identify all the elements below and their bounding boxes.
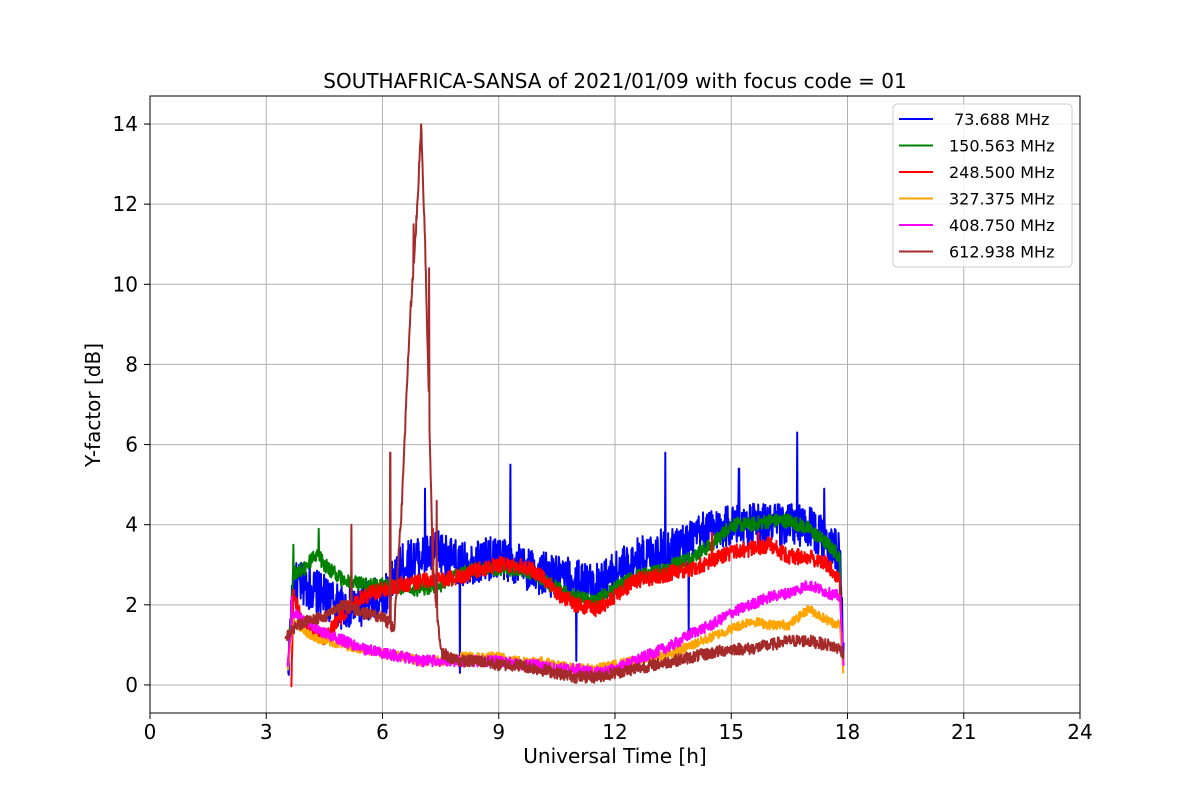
series-lines [284, 123, 845, 688]
legend-box [892, 103, 1073, 268]
y-tick-label: 0 [125, 673, 138, 697]
x-tick-label: 0 [144, 720, 157, 744]
y-tick-label: 14 [113, 112, 138, 136]
x-tick-label: 9 [492, 720, 505, 744]
y-tick-label: 12 [113, 192, 138, 216]
x-tick-label: 18 [835, 720, 860, 744]
series-line-4 [286, 580, 845, 679]
y-axis-label: Y-factor [dB] [81, 343, 105, 468]
x-tick-label: 24 [1067, 720, 1092, 744]
x-tick-label: 15 [719, 720, 744, 744]
x-axis-label: Universal Time [h] [523, 744, 706, 768]
x-tick-label: 12 [602, 720, 627, 744]
series-line-2 [290, 527, 843, 688]
legend: 73.688 MHz 150.563 MHz 248.500 MHz 327.375 … [892, 103, 1073, 268]
grid [149, 96, 1081, 713]
legend-entry-label: 612.938 MHz [949, 243, 1054, 262]
y-tick-label: 4 [125, 513, 138, 537]
y-tick-label: 6 [125, 433, 138, 457]
chart-title: SOUTHAFRICA-SANSA of 2021/01/09 with foc… [323, 69, 907, 93]
x-tick-label: 6 [376, 720, 389, 744]
x-tick-label: 3 [260, 720, 273, 744]
x-tick-label: 21 [951, 720, 976, 744]
legend-entry-label: 408.750 MHz [949, 216, 1054, 235]
y-tick-label: 2 [125, 593, 138, 617]
legend-entry-label: 73.688 MHz [949, 110, 1049, 129]
series-line-5 [284, 123, 845, 684]
legend-entry-label: 248.500 MHz [949, 163, 1054, 182]
legend-entry-label: 327.375 MHz [949, 190, 1054, 209]
y-tick-label: 8 [125, 352, 138, 376]
y-tick-label: 10 [113, 272, 138, 296]
legend-entry-label: 150.563 MHz [949, 137, 1054, 156]
